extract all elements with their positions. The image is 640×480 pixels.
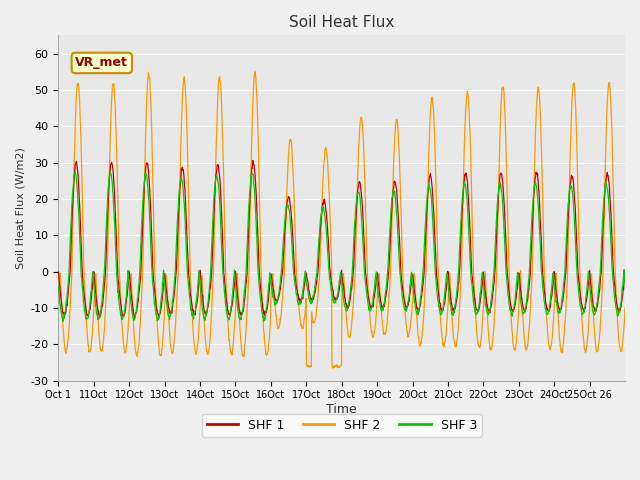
SHF 3: [614, 312, 622, 318]
SHF 2: [614, 330, 622, 336]
SHF 2: [143, 91, 151, 97]
SHF 1: [559, 297, 567, 303]
SHF 3: [621, 280, 629, 286]
SHF 3: [71, 169, 79, 175]
SHF 3: [59, 319, 67, 324]
SHF 2: [329, 365, 337, 371]
SHF 1: [328, 280, 335, 286]
SHF 3: [317, 215, 324, 220]
X-axis label: Time: Time: [326, 403, 357, 416]
SHF 2: [252, 69, 259, 74]
SHF 3: [54, 284, 62, 289]
SHF 1: [476, 300, 484, 306]
SHF 1: [155, 315, 163, 321]
SHF 2: [476, 345, 484, 350]
Line: SHF 1: SHF 1: [58, 160, 625, 318]
SHF 2: [621, 305, 629, 311]
SHF 3: [328, 288, 335, 293]
SHF 1: [621, 267, 629, 273]
SHF 1: [143, 161, 151, 167]
Legend: SHF 1, SHF 2, SHF 3: SHF 1, SHF 2, SHF 3: [202, 414, 482, 437]
Line: SHF 2: SHF 2: [58, 72, 625, 368]
SHF 1: [614, 308, 622, 314]
Text: VR_met: VR_met: [76, 57, 128, 70]
Y-axis label: Soil Heat Flux (W/m2): Soil Heat Flux (W/m2): [15, 147, 25, 269]
Line: SHF 3: SHF 3: [58, 172, 625, 322]
SHF 2: [559, 343, 567, 348]
Title: Soil Heat Flux: Soil Heat Flux: [289, 15, 394, 30]
SHF 3: [476, 291, 484, 297]
SHF 2: [54, 304, 62, 310]
SHF 2: [327, 252, 335, 258]
SHF 3: [559, 288, 567, 294]
SHF 3: [144, 182, 152, 188]
SHF 1: [249, 157, 257, 163]
SHF 2: [317, 246, 324, 252]
SHF 1: [317, 221, 324, 227]
SHF 1: [54, 269, 62, 275]
